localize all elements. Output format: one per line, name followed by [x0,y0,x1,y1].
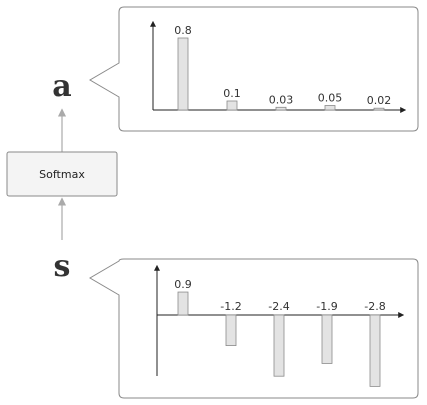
bar-value-label-output-1: 0.8 [174,24,192,37]
bar-input-4 [321,314,333,364]
bar-output-1 [177,37,189,111]
softmax-box: Softmax [6,151,118,197]
bar-value-label-input-2: -1.2 [220,300,241,313]
bar-output-5 [373,107,385,111]
bar-input-2 [225,314,237,347]
bar-input-3 [273,314,285,377]
input-bars: 0.9 -1.2 -2.4 -1.9 -2.8 [174,278,386,387]
bar-value-label-input-3: -2.4 [268,300,289,313]
input-callout: 0.9 -1.2 -2.4 -1.9 -2.8 [89,258,419,399]
bar-value-label-output-4: 0.05 [318,92,343,105]
output-bars: 0.8 0.1 0.03 0.05 0.02 [174,24,392,111]
softmax-box-rect [6,151,118,197]
bar-value-label-input-1: 0.9 [174,278,192,291]
bar-value-label-input-4: -1.9 [316,300,337,313]
bar-output-4 [324,105,336,111]
bar-value-label-output-3: 0.03 [269,93,294,106]
bar-value-label-output-5: 0.02 [367,94,392,107]
output-callout-border [89,6,419,132]
bar-value-label-input-5: -2.8 [364,300,385,313]
bar-output-3 [275,106,287,111]
softmax-box-label: Softmax [39,168,85,181]
bar-input-5 [369,314,381,387]
bar-value-label-output-2: 0.1 [223,87,241,100]
input-callout-border [89,258,419,399]
bar-output-2 [226,100,238,111]
bar-input-1 [177,291,189,316]
input-variable-label: s [54,249,71,284]
output-callout: 0.8 0.1 0.03 0.05 0.02 [89,6,419,132]
output-variable-label: a [52,69,71,104]
